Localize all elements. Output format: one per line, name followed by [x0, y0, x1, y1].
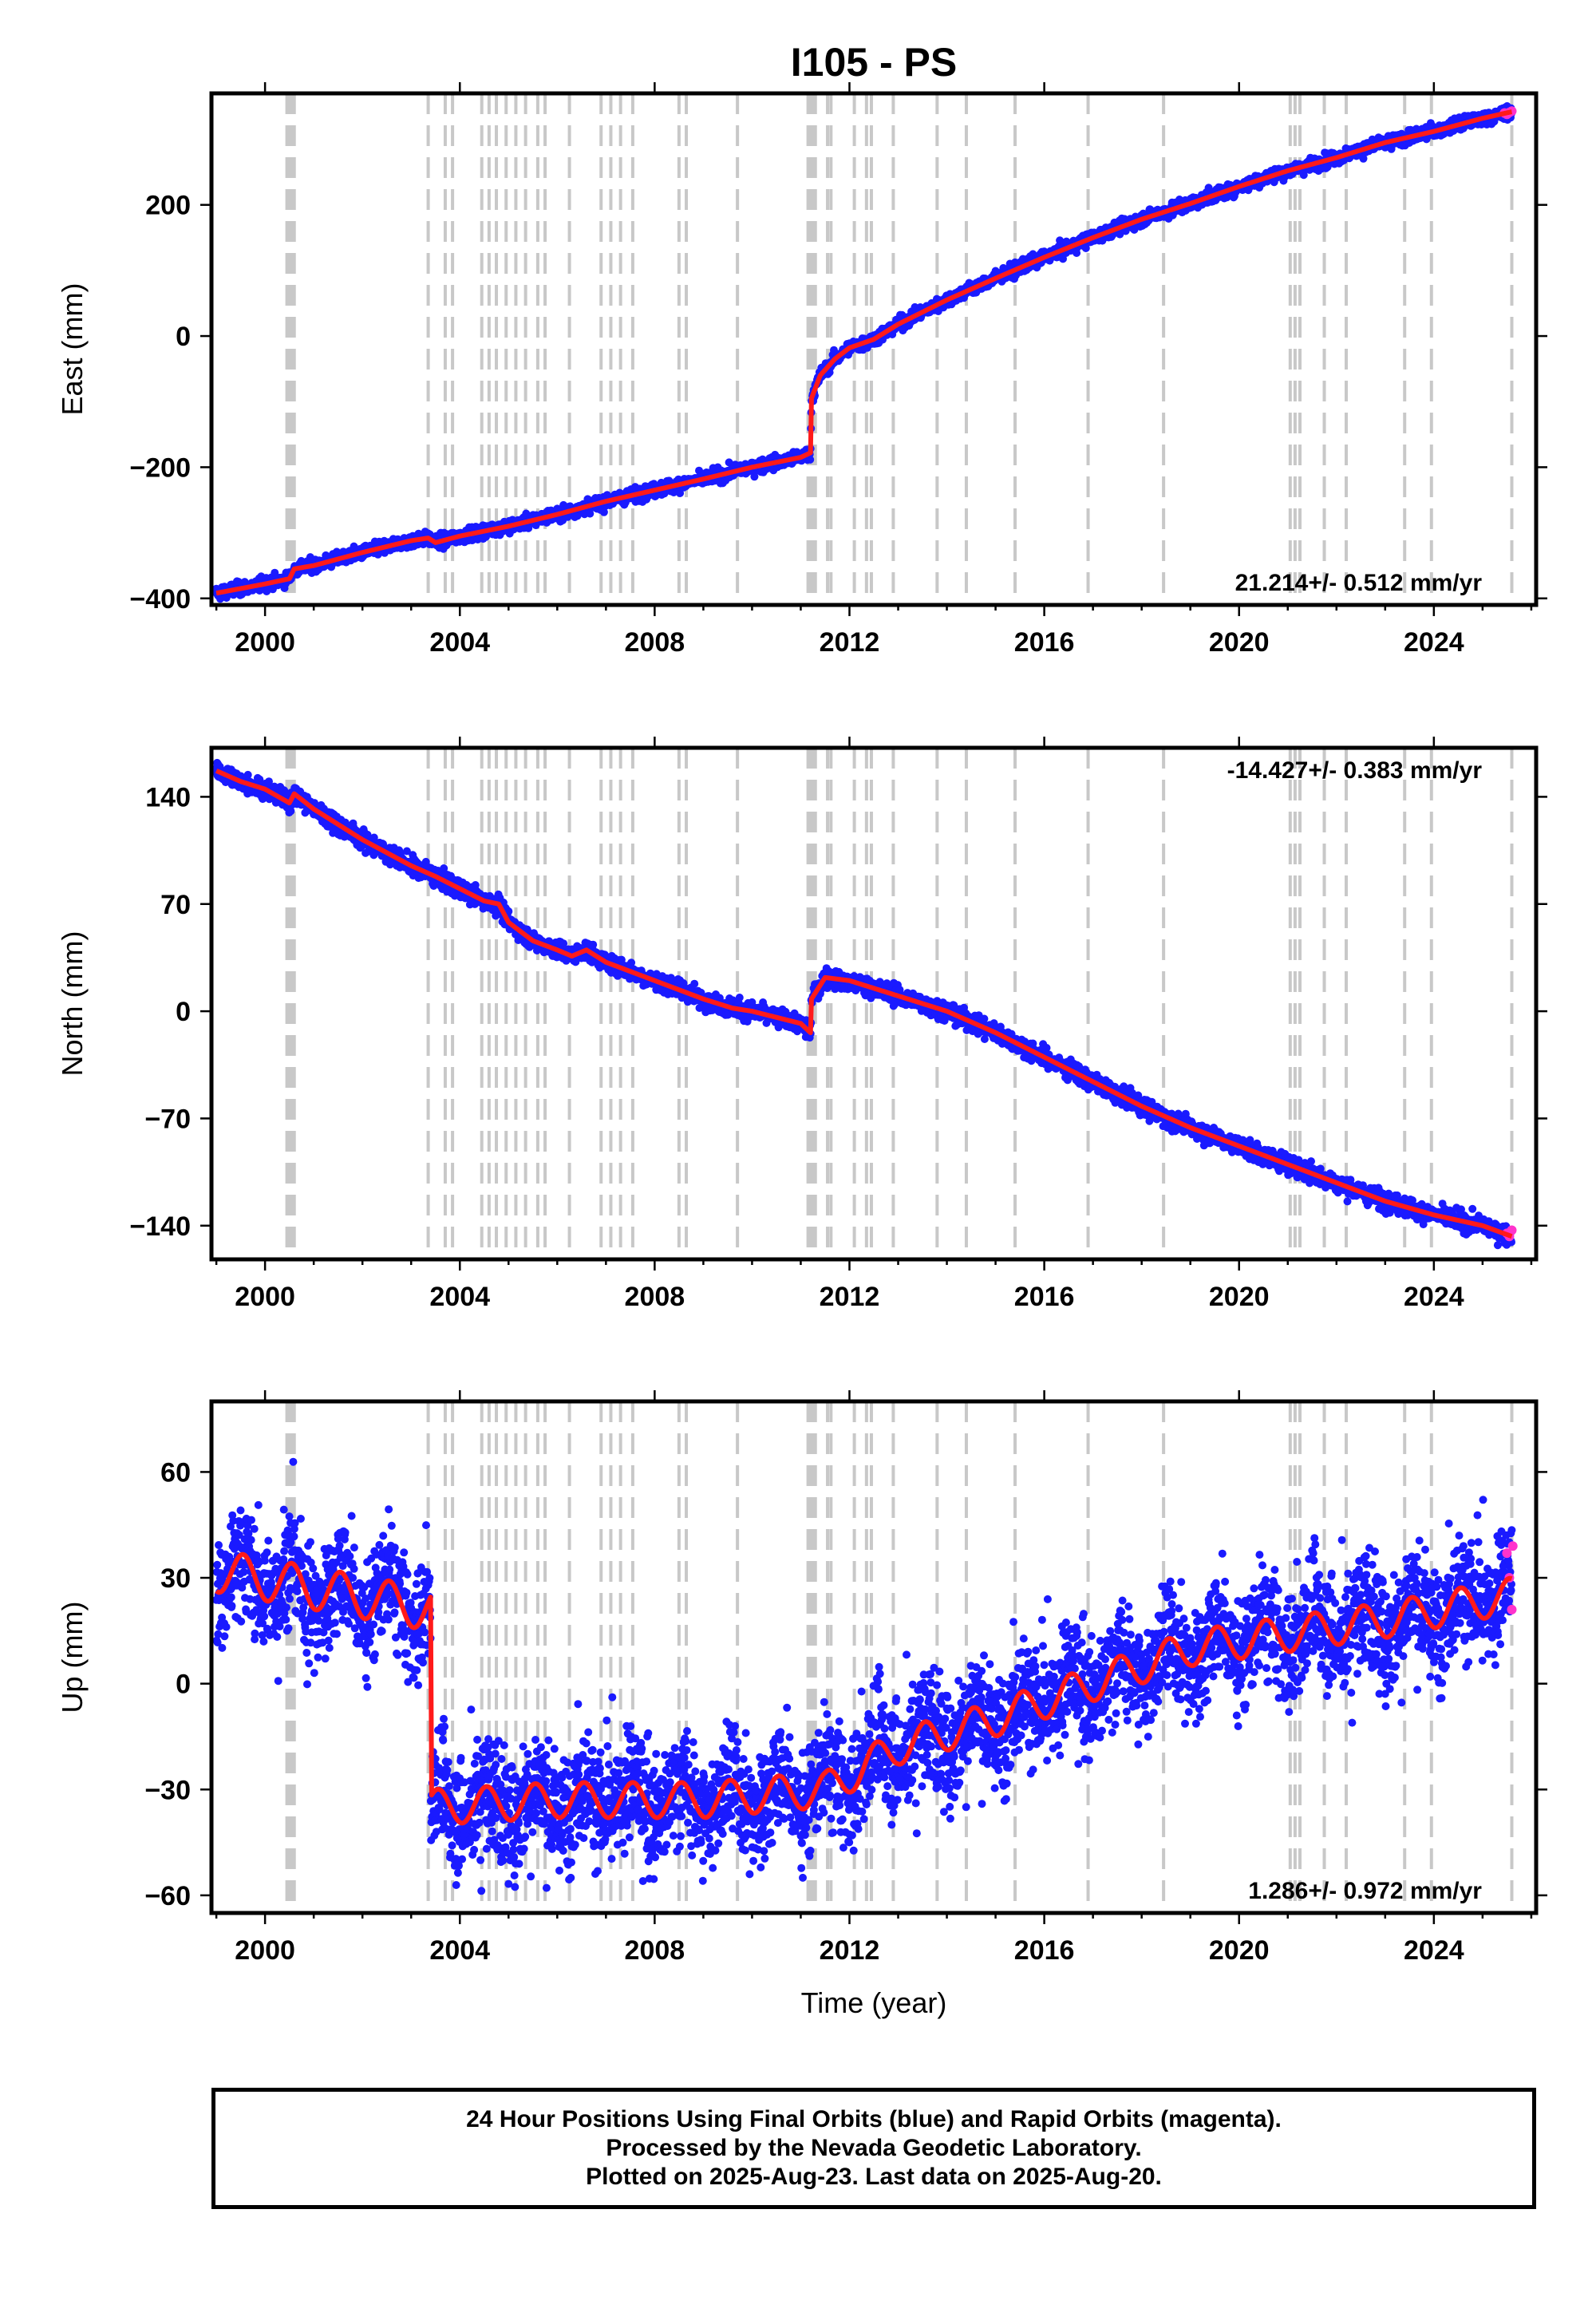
panel-east: 2000 2004 2008 2012 2016 2020 2024 −400 −200 0 200…	[56, 82, 1547, 658]
north-point	[690, 979, 699, 988]
east-x-tick-label: 2000	[235, 627, 295, 658]
east-plot-area	[212, 93, 1517, 605]
panels: 2000 2004 2008 2012 2016 2020 2024 −400 −200 0 200…	[56, 82, 1547, 1966]
north-plot-area	[212, 748, 1517, 1259]
chart-title: I105 - PS	[791, 40, 957, 85]
east-point	[599, 508, 608, 516]
east-point	[573, 512, 582, 520]
east-x-tick-label: 2024	[1404, 627, 1464, 658]
east-x-tick-label: 2004	[429, 627, 490, 658]
east-y-tick-label: −400	[129, 584, 191, 615]
east-velocity-label: 21.214+/- 0.512 mm/yr	[1235, 570, 1483, 596]
north-point	[589, 940, 598, 949]
east-final-orbit-points	[212, 102, 1515, 603]
east-y-tick-label: −200	[129, 453, 191, 483]
east-y-axis-label: East (mm)	[56, 283, 89, 416]
east-x-tick-label: 2016	[1014, 627, 1075, 658]
east-frame	[209, 91, 1539, 607]
east-x-tick-label: 2020	[1209, 627, 1270, 658]
east-x-tick-label: 2008	[625, 627, 685, 658]
east-y-tick-label: 0	[176, 322, 191, 352]
east-y-tick-label: 200	[145, 191, 191, 221]
east-x-tick-label: 2012	[820, 627, 880, 658]
east-point	[586, 509, 595, 518]
north-point	[735, 994, 744, 1002]
panel-north: 2000 2004 2008 2012 2016 2020 2024−140−7007014…	[56, 737, 1547, 1312]
